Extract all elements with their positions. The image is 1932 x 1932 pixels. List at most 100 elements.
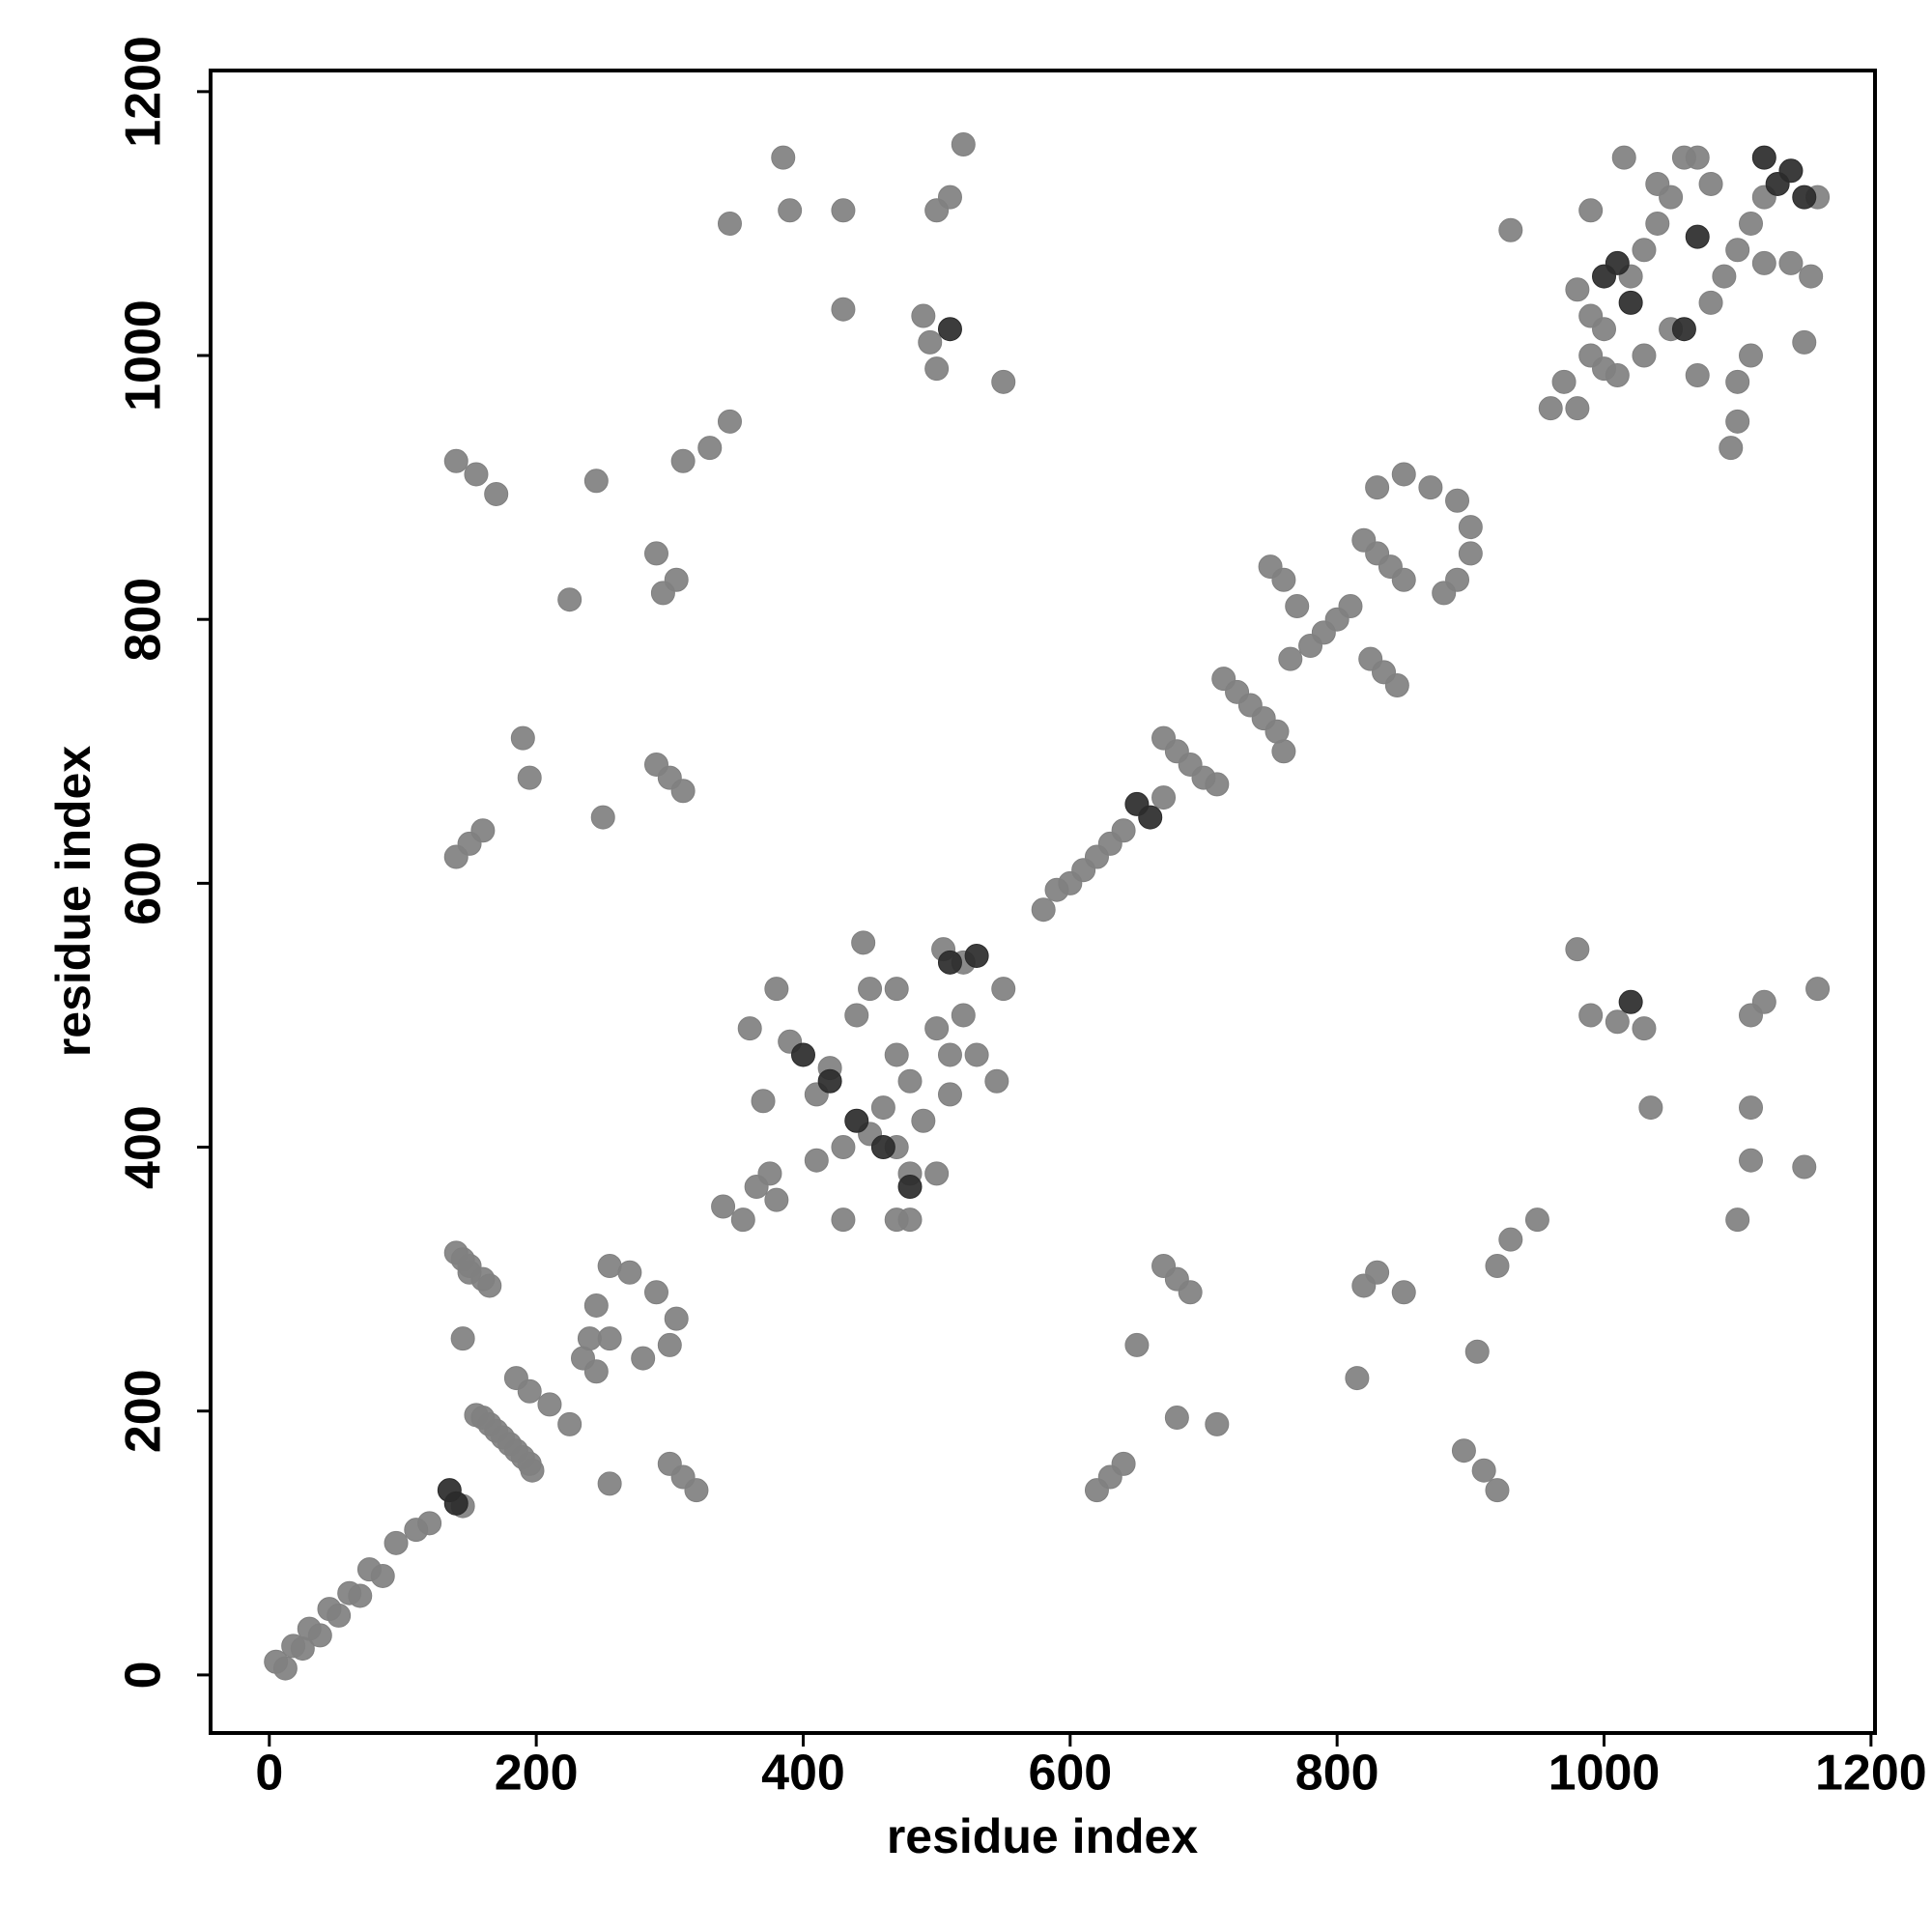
- y-tick-label: 800: [116, 578, 172, 662]
- point: [1345, 1366, 1370, 1391]
- point: [764, 977, 789, 1002]
- x-tick-label: 600: [1028, 1746, 1112, 1802]
- point: [1164, 1406, 1189, 1431]
- point: [643, 541, 668, 566]
- point: [348, 1583, 373, 1608]
- x-tick-label: 1200: [1815, 1746, 1927, 1802]
- point: [1632, 238, 1657, 263]
- point: [617, 1260, 642, 1285]
- point: [1471, 1458, 1496, 1483]
- point: [583, 1293, 609, 1318]
- x-tick-label: 800: [1295, 1746, 1379, 1802]
- point: [464, 462, 489, 487]
- x-tick-label: 200: [495, 1746, 579, 1802]
- x-tick-label: 400: [761, 1746, 845, 1802]
- point: [443, 1491, 469, 1516]
- point: [1725, 409, 1750, 434]
- point: [711, 1194, 736, 1219]
- point: [924, 1161, 950, 1186]
- point: [1151, 1253, 1177, 1278]
- point: [1391, 462, 1416, 487]
- point: [717, 409, 742, 434]
- y-tick-label: 600: [116, 841, 172, 925]
- point: [1611, 145, 1636, 170]
- point: [1739, 1148, 1764, 1173]
- point: [1632, 1016, 1657, 1041]
- point: [1498, 217, 1523, 242]
- point: [1538, 396, 1563, 421]
- point: [1445, 488, 1470, 513]
- point: [1464, 1339, 1490, 1364]
- point: [897, 1068, 923, 1094]
- point: [764, 1187, 789, 1212]
- point: [1618, 290, 1643, 315]
- point: [370, 1563, 395, 1588]
- point: [937, 1082, 962, 1107]
- point: [1031, 897, 1056, 923]
- point: [537, 1392, 562, 1417]
- point: [831, 1208, 856, 1233]
- point: [1805, 977, 1831, 1002]
- point: [1578, 303, 1604, 328]
- point: [1384, 672, 1409, 697]
- point: [844, 1003, 869, 1028]
- point: [597, 1471, 622, 1496]
- point: [937, 1042, 962, 1067]
- point: [1605, 363, 1630, 388]
- point: [1391, 1280, 1416, 1305]
- point: [924, 356, 950, 382]
- point: [697, 436, 723, 461]
- point: [1792, 329, 1817, 355]
- point: [778, 198, 803, 223]
- point: [817, 1068, 842, 1094]
- point: [1111, 1451, 1136, 1476]
- point: [1739, 211, 1764, 236]
- point: [1638, 1095, 1663, 1121]
- point: [991, 977, 1016, 1002]
- point: [771, 145, 796, 170]
- point: [1725, 238, 1750, 263]
- point: [590, 805, 615, 830]
- point: [1751, 989, 1776, 1014]
- point: [557, 1411, 582, 1436]
- y-tick-label: 1000: [116, 299, 172, 412]
- point: [1792, 1154, 1817, 1179]
- point: [937, 185, 962, 210]
- plot-frame: [209, 69, 1877, 1735]
- y-tick-label: 0: [116, 1661, 172, 1689]
- point: [1458, 541, 1483, 566]
- point: [1418, 475, 1443, 500]
- point: [664, 567, 689, 592]
- point: [1565, 937, 1590, 962]
- point: [1712, 264, 1737, 289]
- point: [1698, 290, 1723, 315]
- point: [804, 1148, 829, 1173]
- point: [517, 1378, 542, 1404]
- point: [964, 944, 989, 969]
- point: [751, 1089, 776, 1114]
- point: [1739, 1095, 1764, 1121]
- point: [1124, 1332, 1150, 1357]
- point: [272, 1656, 298, 1681]
- point: [1338, 594, 1363, 619]
- point: [1138, 805, 1163, 830]
- point: [911, 303, 936, 328]
- point: [307, 1623, 332, 1648]
- point: [1698, 171, 1723, 196]
- point: [443, 448, 469, 473]
- point: [1271, 739, 1296, 764]
- point: [1751, 250, 1776, 275]
- point: [1605, 1009, 1630, 1035]
- point: [1365, 1260, 1390, 1285]
- point: [1485, 1253, 1510, 1278]
- point: [1111, 818, 1136, 843]
- point: [870, 1095, 895, 1121]
- y-tick-label: 1200: [116, 36, 172, 148]
- point: [1485, 1478, 1510, 1503]
- point: [1671, 145, 1696, 170]
- point: [1685, 363, 1710, 388]
- point: [1751, 145, 1776, 170]
- point: [884, 977, 909, 1002]
- point: [517, 765, 542, 790]
